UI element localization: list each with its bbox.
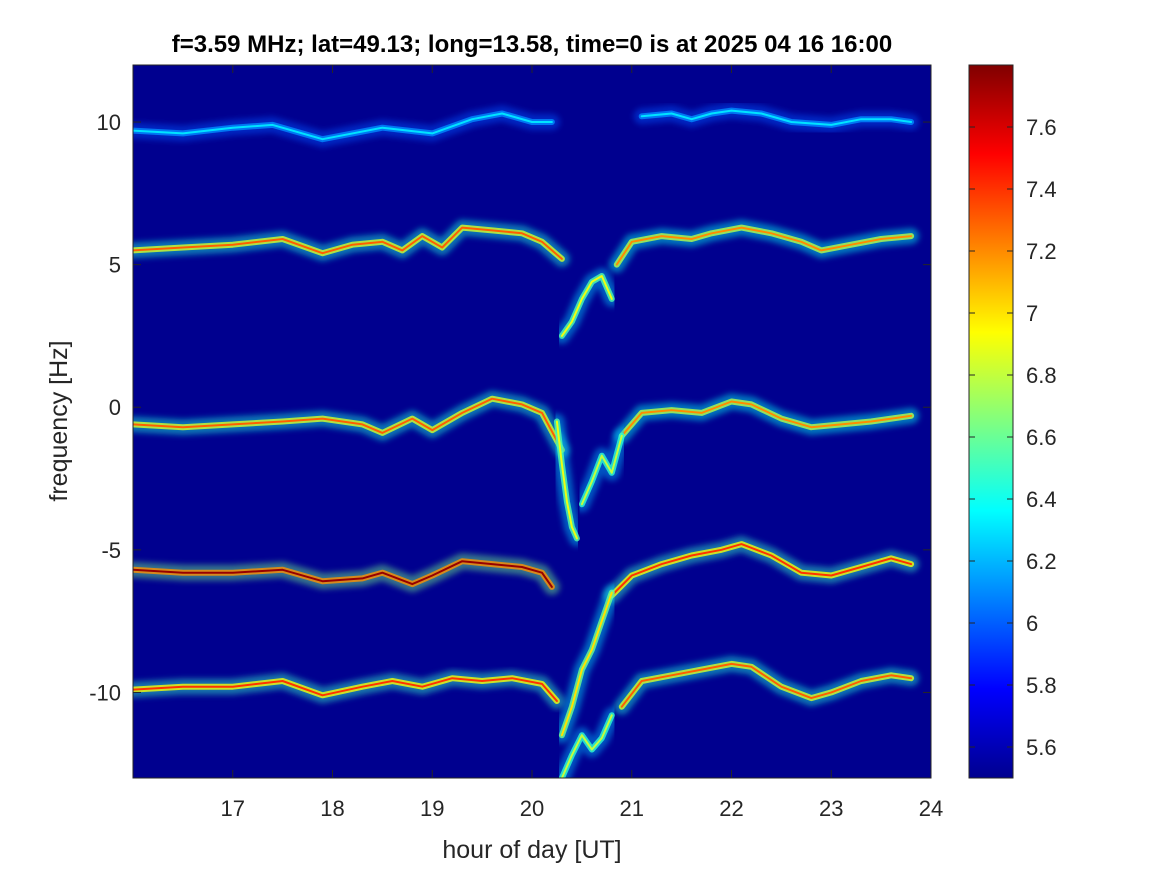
trace-3: [608, 219, 920, 273]
colorbar-tick-label: 7.6: [1026, 115, 1057, 140]
trace-core: [133, 112, 553, 141]
trace-11: [553, 268, 620, 344]
colorbar-tick-label: 5.6: [1026, 735, 1057, 760]
trace-core: [133, 397, 563, 451]
x-axis-label: hour of day [UT]: [442, 836, 621, 864]
x-tick-label: 17: [221, 796, 245, 821]
trace-5: [613, 393, 920, 444]
x-tick-label: 21: [620, 796, 644, 821]
x-tick-label: 20: [520, 796, 544, 821]
trace-core: [615, 226, 913, 266]
x-tick-label: 22: [719, 796, 743, 821]
trace-core: [560, 275, 613, 337]
y-tick-label: 10: [97, 110, 121, 135]
trace-layer: [133, 102, 920, 778]
colorbar-tick-label: 6.6: [1026, 425, 1057, 450]
trace-core: [580, 434, 623, 506]
trace-core: [133, 677, 558, 702]
colorbar-tick-label: 7: [1026, 301, 1038, 326]
trace-6: [133, 553, 560, 595]
trace-core: [560, 714, 613, 778]
x-tick-label: 19: [420, 796, 444, 821]
colorbar-tick-label: 5.8: [1026, 673, 1057, 698]
trace-10: [548, 413, 585, 547]
trace-core: [555, 420, 578, 540]
colorbar-tick-label: 6: [1026, 611, 1038, 636]
trace-2: [133, 219, 570, 267]
trace-13: [553, 584, 620, 744]
trace-12: [573, 427, 630, 513]
trace-core: [610, 543, 913, 597]
trace-9: [613, 655, 920, 715]
trace-0: [133, 105, 560, 148]
chart-title: f=3.59 MHz; lat=49.13; long=13.58, time=…: [172, 31, 892, 58]
x-tick-label: 18: [320, 796, 344, 821]
x-tick-label: 24: [919, 796, 943, 821]
trace-4: [133, 390, 570, 458]
y-tick-label: 5: [109, 253, 121, 278]
trace-1: [633, 102, 920, 133]
x-tick-label: 23: [819, 796, 843, 821]
colorbar-axis: 5.6 5.8 6 6.2 6.4 6.6 6.8 7 7.2 7.4 7.6: [969, 115, 1057, 760]
colorbar-tick-label: 6.2: [1026, 549, 1057, 574]
y-axis-label: frequency [Hz]: [45, 340, 73, 501]
trace-core: [133, 560, 553, 588]
trace-7: [603, 536, 920, 604]
trace-14: [553, 707, 620, 778]
y-axis: -10 -5 0 5 10: [89, 110, 931, 705]
trace-core: [640, 109, 913, 126]
trace-core: [133, 226, 563, 260]
x-axis: 17 18 19 20 21 22 23 24: [221, 65, 943, 821]
colorbar-tick-label: 6.4: [1026, 487, 1057, 512]
trace-core: [620, 662, 913, 708]
trace-core: [560, 591, 613, 737]
y-tick-label: 0: [109, 395, 121, 420]
colorbar-tick-label: 7.2: [1026, 239, 1057, 264]
trace-8: [133, 670, 565, 709]
colorbar-tick-label: 6.8: [1026, 363, 1057, 388]
y-tick-label: -5: [101, 538, 121, 563]
colorbar: [968, 64, 1014, 779]
colorbar-tick-label: 7.4: [1026, 177, 1057, 202]
trace-core: [620, 400, 913, 437]
y-tick-label: -10: [89, 680, 121, 705]
